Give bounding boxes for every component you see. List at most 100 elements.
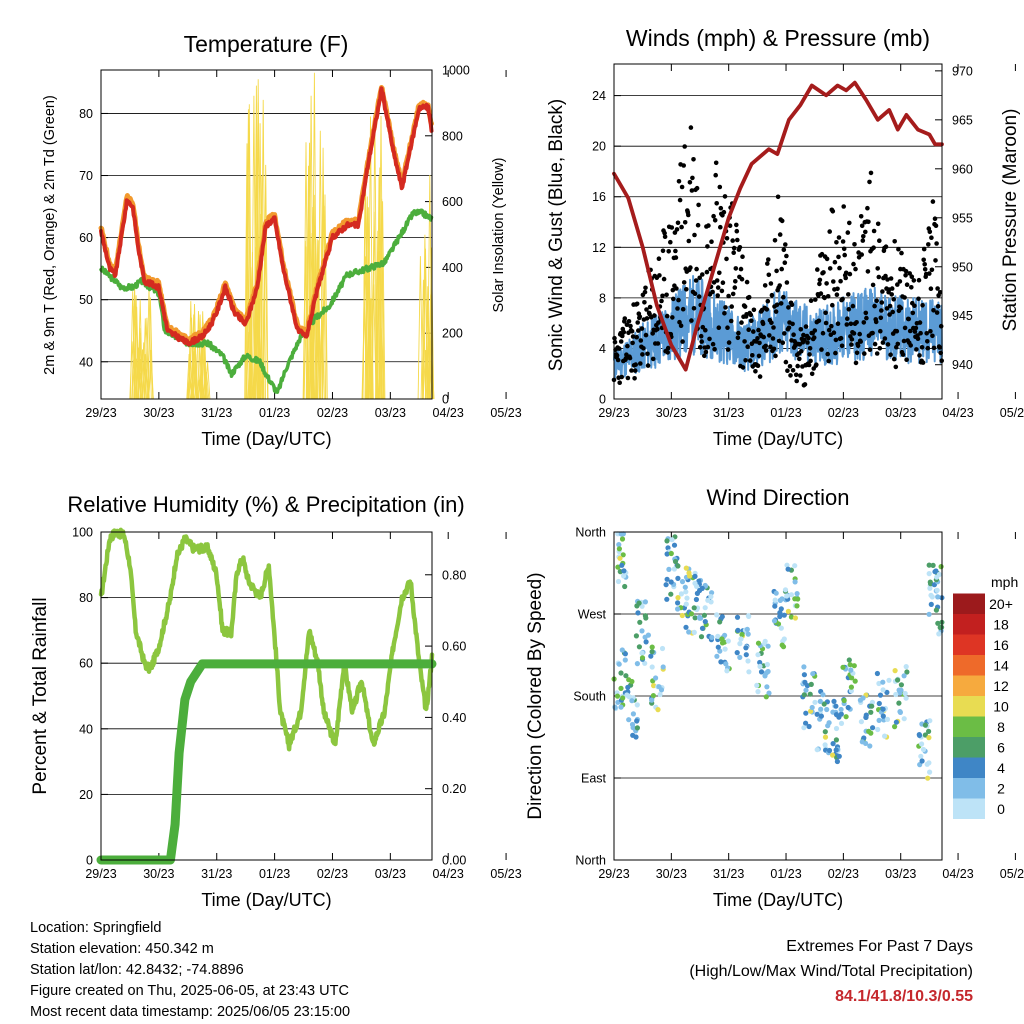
wind-direction-point xyxy=(675,563,681,569)
wind-direction-point xyxy=(765,643,771,649)
wind-direction-point xyxy=(857,697,864,703)
solar-insolation-trace xyxy=(377,167,383,400)
wind-direction-point xyxy=(778,606,784,612)
gust-point xyxy=(756,327,761,333)
wind-direction-point xyxy=(655,707,661,713)
gust-point xyxy=(806,335,811,341)
solar-insolation-trace xyxy=(244,186,251,400)
gust-point xyxy=(767,333,772,338)
gust-point xyxy=(727,223,733,228)
temperature-x-tick-label: 05/23 xyxy=(490,406,521,420)
wind-direction-point xyxy=(926,611,932,617)
gust-point xyxy=(906,316,911,322)
gust-point xyxy=(725,325,730,331)
gust-point xyxy=(681,280,687,285)
gust-point xyxy=(814,362,819,368)
gust-point xyxy=(665,350,670,355)
wind-direction-point xyxy=(803,710,809,716)
gust-point xyxy=(669,225,675,230)
direction-y-tick-label: North xyxy=(575,526,606,540)
wind-direction-point xyxy=(858,719,865,725)
wind-direction-point xyxy=(801,692,808,698)
humidity-x-tick-label: 31/23 xyxy=(201,867,232,881)
gust-point xyxy=(677,197,683,203)
wind-direction-point xyxy=(922,722,929,728)
legend-swatch xyxy=(953,634,985,655)
gust-point xyxy=(705,344,711,350)
direction-x-tick-label: 01/23 xyxy=(770,867,801,881)
gust-point xyxy=(807,352,812,357)
humidity-y2-tick-label: 0.40 xyxy=(442,711,466,725)
gust-point xyxy=(749,318,754,324)
gust-point xyxy=(876,274,882,280)
gust-point xyxy=(843,275,848,281)
solar-insolation-trace xyxy=(371,211,377,400)
gust-point xyxy=(880,340,886,345)
wind-direction-point xyxy=(723,661,729,667)
gust-point xyxy=(885,342,891,347)
wind-direction-point xyxy=(833,737,840,743)
winds-y-tick-label: 20 xyxy=(592,140,606,154)
gust-point xyxy=(718,224,723,230)
gust-point xyxy=(744,279,750,285)
gust-point xyxy=(920,303,925,308)
wind-direction-point xyxy=(679,579,686,585)
gust-point xyxy=(822,295,827,301)
gust-point xyxy=(815,267,820,272)
gust-point xyxy=(841,204,846,209)
solar-insolation-trace xyxy=(147,297,154,400)
humidity-x-tick-label: 01/23 xyxy=(259,867,290,881)
gust-point xyxy=(721,209,727,215)
wind-direction-panel: Wind Direction 29/23 30/23 31/23 01/23 02/23 0… xyxy=(525,485,1024,910)
wind-direction-point xyxy=(792,615,799,621)
gust-point xyxy=(680,339,685,344)
wind-direction-point xyxy=(935,594,941,600)
gust-point xyxy=(840,239,846,244)
wind-direction-point xyxy=(898,682,905,688)
wind-direction-point xyxy=(902,690,908,697)
gust-point xyxy=(880,289,885,294)
wind-direction-point xyxy=(868,709,874,715)
temperature-y2-tick-label: 0 xyxy=(442,393,449,407)
legend-label: 6 xyxy=(997,739,1005,755)
gust-point xyxy=(855,343,861,349)
gust-point xyxy=(872,341,878,347)
gust-point xyxy=(762,283,768,288)
gust-point xyxy=(753,369,758,374)
wind-direction-point xyxy=(812,699,818,705)
gust-point xyxy=(638,338,644,343)
legend-label: 18 xyxy=(993,616,1009,632)
temperature-y2-tick-label: 1000 xyxy=(442,64,470,78)
gust-point xyxy=(809,371,815,377)
humidity-y2-tick-label: 0.80 xyxy=(442,568,466,582)
wind-direction-point xyxy=(683,589,689,595)
wind-direction-point xyxy=(738,636,744,642)
gust-point xyxy=(673,255,679,260)
wind-direction-point xyxy=(634,661,641,667)
direction-plot-border xyxy=(613,531,943,861)
humidity-plot-border xyxy=(100,531,433,861)
wind-direction-point xyxy=(675,600,681,606)
gust-point xyxy=(710,341,716,347)
gust-point xyxy=(805,340,810,345)
gust-point xyxy=(851,331,857,336)
gust-point xyxy=(799,349,804,354)
solar-insolation-trace xyxy=(137,338,144,400)
gust-point xyxy=(703,327,708,333)
wind-direction-point xyxy=(675,575,681,582)
gust-point xyxy=(612,339,618,345)
gust-point xyxy=(776,338,782,344)
gust-point xyxy=(927,229,933,235)
wind-direction-point xyxy=(778,625,784,631)
wind-direction-point xyxy=(629,698,635,704)
gust-point xyxy=(734,228,740,234)
gust-point xyxy=(673,248,678,254)
direction-y-tick-label: North xyxy=(575,854,606,868)
gust-point xyxy=(825,351,830,357)
wind-direction-point xyxy=(772,597,778,603)
gust-point xyxy=(854,350,860,356)
gust-point xyxy=(655,326,660,332)
gust-point xyxy=(715,285,721,290)
gust-point xyxy=(806,362,812,368)
gust-point xyxy=(830,209,836,214)
